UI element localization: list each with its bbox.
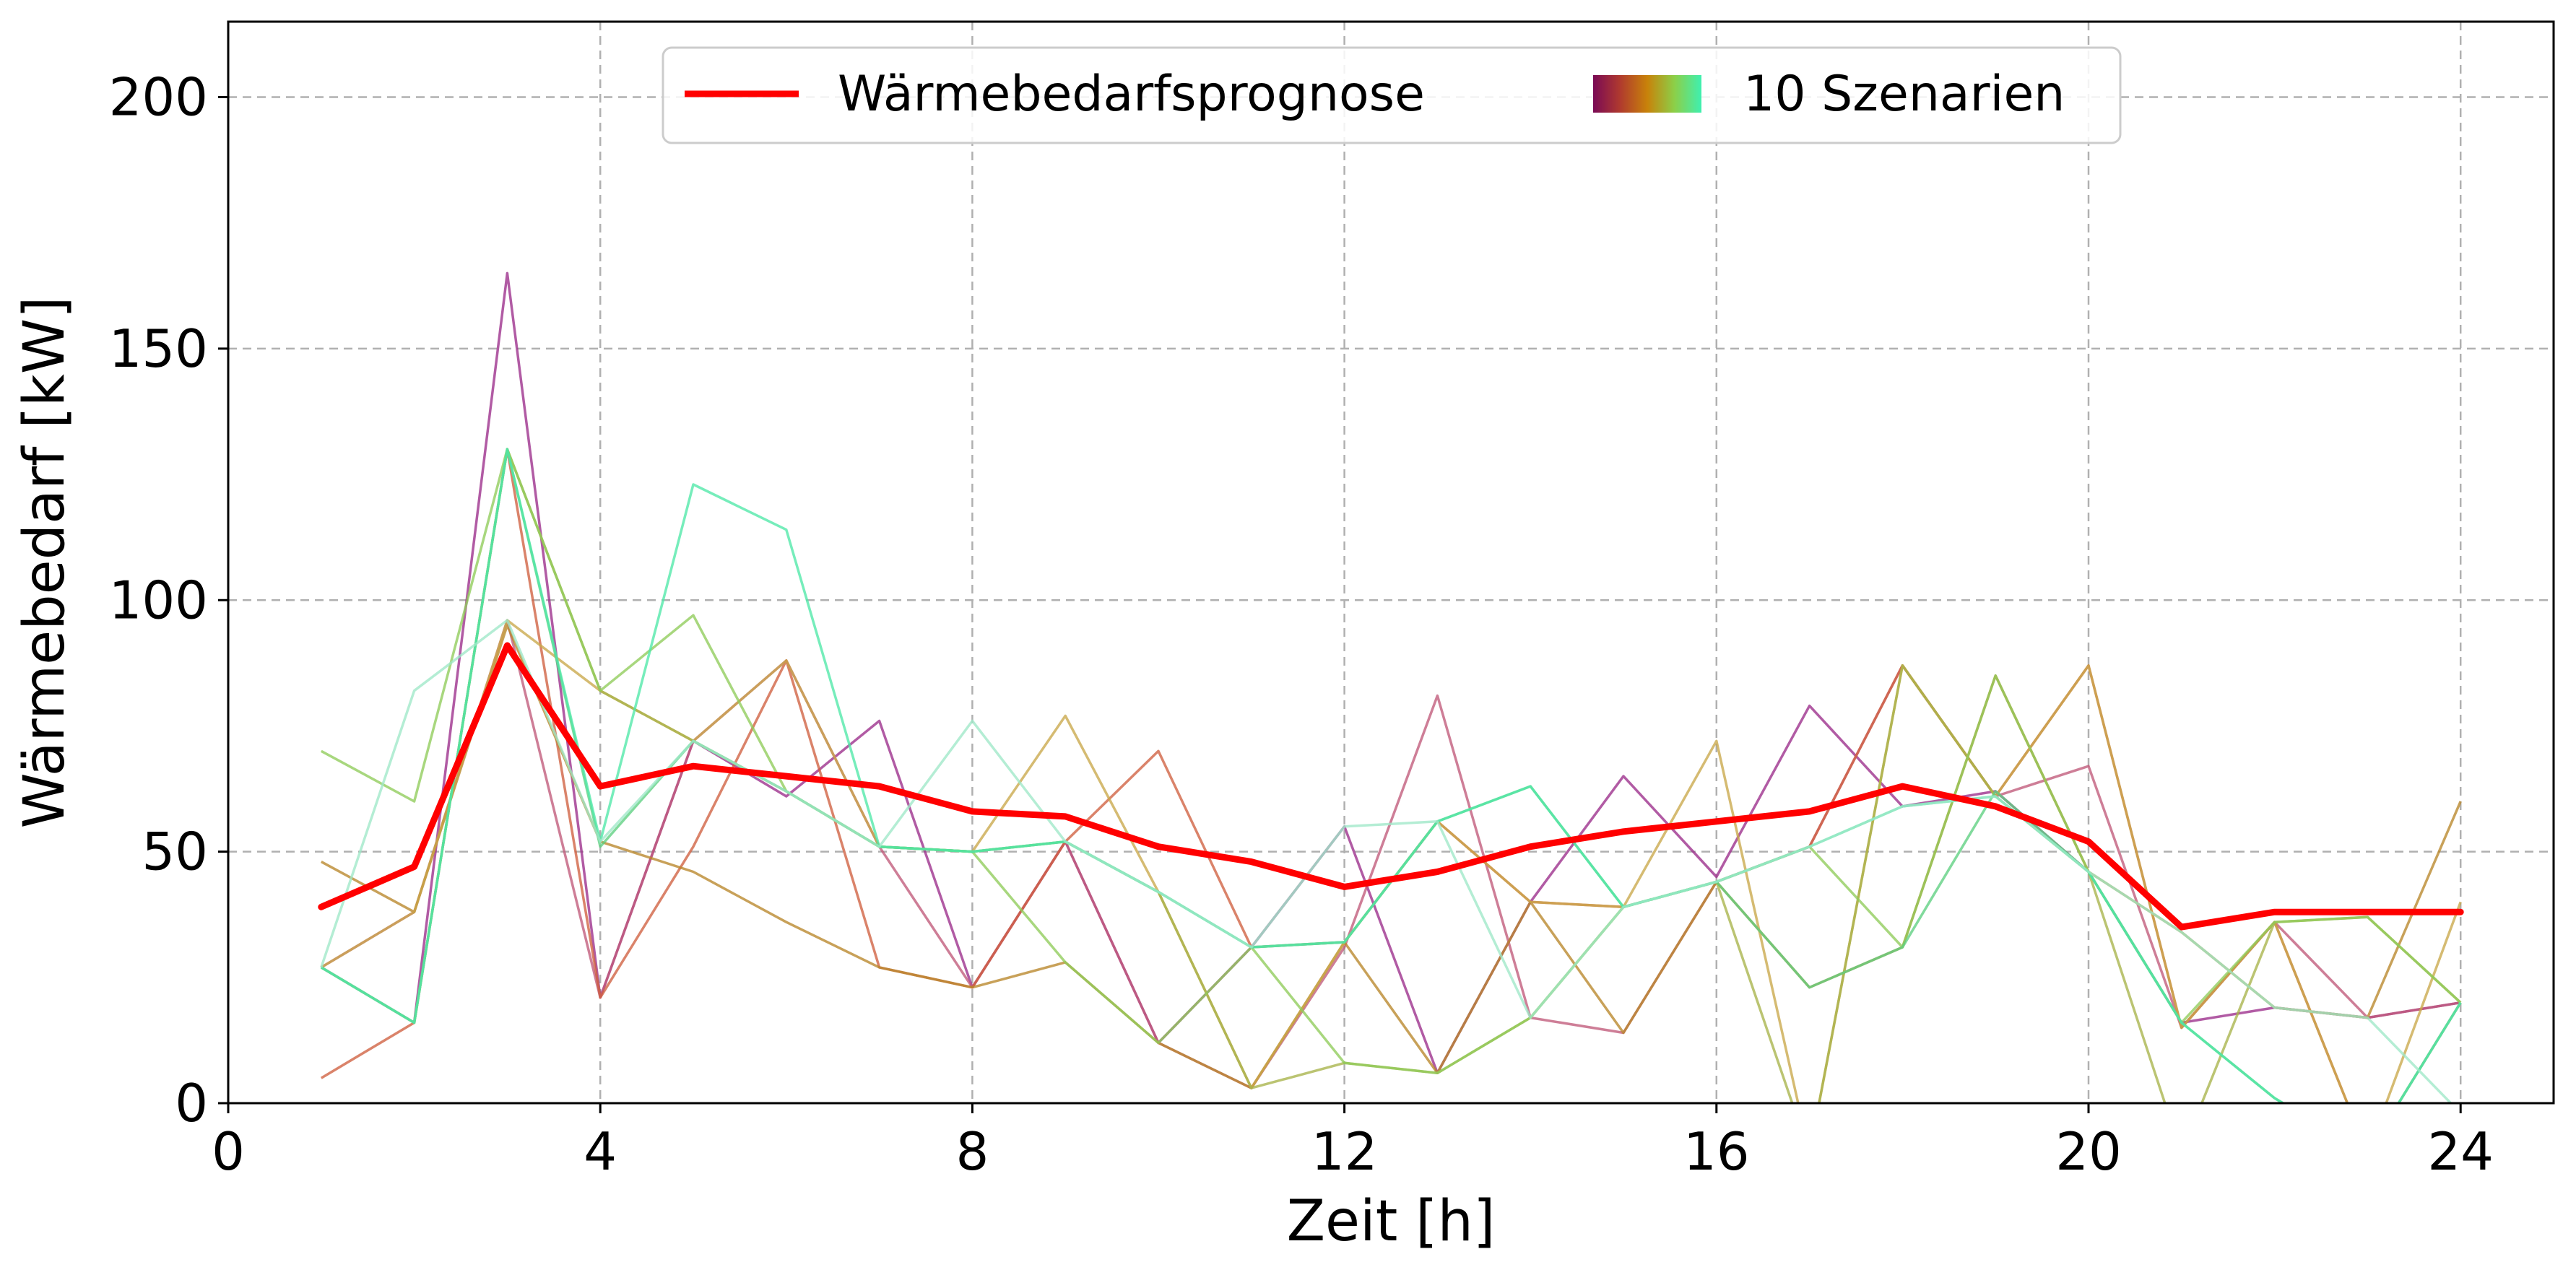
- x-axis-ticks: 0 4 8 12 16 20 24: [212, 1103, 2494, 1182]
- scenario-line-4: [320, 624, 2462, 1089]
- legend-forecast-label: Wärmebedarfsprognose: [838, 66, 1425, 123]
- y-tick-label: 150: [109, 318, 208, 379]
- forecast-line-group: [318, 642, 2464, 931]
- x-tick-label: 4: [584, 1121, 617, 1182]
- scenario-line-7: [320, 448, 2462, 1074]
- legend-scenario-swatch: [1593, 75, 1701, 113]
- scenario-line-2: [320, 619, 2461, 1089]
- grid: [228, 22, 2554, 1103]
- legend-box: [662, 46, 2122, 144]
- scenario-line-6: [320, 448, 2462, 1103]
- scenario-line-10: [320, 619, 2453, 1103]
- x-tick-label: 20: [2055, 1121, 2122, 1182]
- x-tick-label: 0: [212, 1121, 245, 1182]
- y-tick-label: 200: [109, 67, 208, 128]
- x-tick-label: 24: [2427, 1121, 2494, 1182]
- y-tick-label: 100: [109, 570, 208, 630]
- scenario-lines: [320, 271, 2462, 1103]
- scenario-line-9: [320, 448, 2462, 1103]
- legend-scenario-label: 10 Szenarien: [1743, 66, 2065, 123]
- plot-frame: [227, 20, 2555, 1105]
- y-axis-ticks: 0 50 100 150 200: [109, 67, 228, 1133]
- scenario-line-3: [320, 448, 2462, 1103]
- legend: Wärmebedarfsprognose 10 Szenarien: [662, 46, 2122, 144]
- y-tick-label: 0: [175, 1073, 208, 1133]
- y-tick-label: 50: [142, 822, 208, 882]
- y-axis-label: Wärmebedarf [kW]: [12, 297, 77, 829]
- x-axis-label: Zeit [h]: [1287, 1189, 1496, 1254]
- x-tick-label: 12: [1311, 1121, 1378, 1182]
- scenario-line-8: [320, 448, 2462, 1103]
- forecast-line: [318, 642, 2464, 931]
- x-tick-label: 16: [1683, 1121, 1750, 1182]
- x-tick-label: 8: [955, 1121, 989, 1182]
